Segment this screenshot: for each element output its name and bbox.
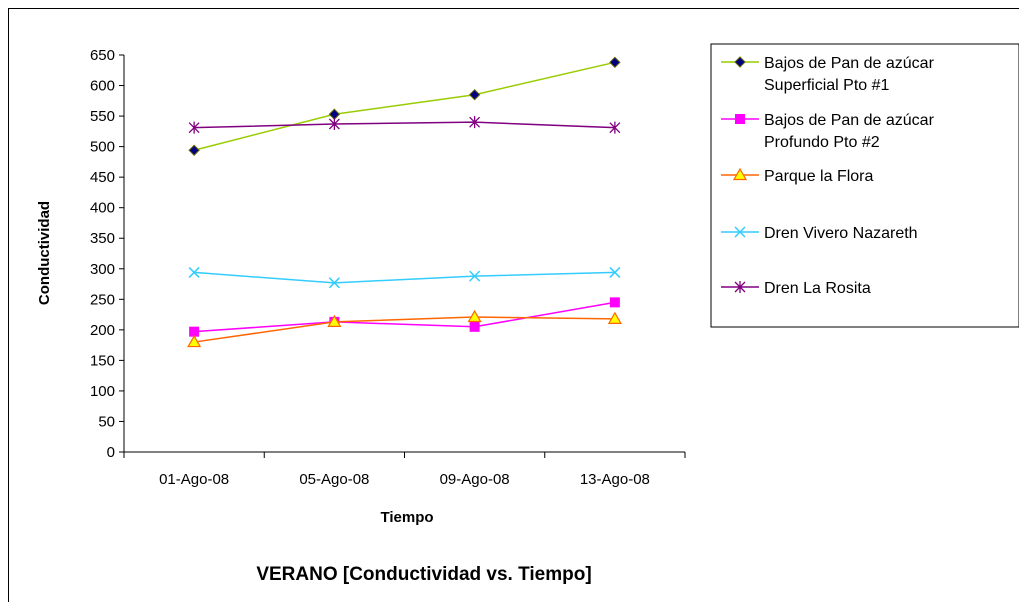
legend-label: Dren Vivero Nazareth [764,225,918,242]
legend-entry: Parque la Flora [721,167,873,185]
data-point [328,118,340,131]
data-point [189,326,200,337]
data-point [469,270,481,282]
data-point [469,321,480,332]
data-point [187,334,202,348]
series-4 [188,266,621,289]
series-line [194,121,615,129]
y-tick-label: 400 [90,200,115,217]
series-line [194,271,615,284]
legend-marker [735,114,745,124]
data-point [188,121,200,134]
y-tick-label: 100 [90,383,115,400]
x-tick-label: 09-Ago-08 [440,471,510,488]
y-tick-label: 150 [90,352,115,369]
data-point [609,121,621,134]
legend-entry: Dren La Rosita [721,280,871,297]
legend-label: Superficial Pto #1 [764,77,890,94]
legend-label: Bajos de Pan de azúcar [764,55,935,72]
legend-entry: Dren Vivero Nazareth [721,225,918,242]
series-line [193,61,616,152]
legend-label: Bajos de Pan de azúcar [764,112,935,129]
plot-area [123,55,685,453]
chart-title: VERANO [Conductividad vs. Tiempo] [256,564,591,585]
legend-label: Dren La Rosita [764,280,871,297]
x-tick-label: 05-Ago-08 [299,471,369,488]
data-point [609,266,621,278]
y-tick-label: 0 [107,444,115,461]
series-2 [189,297,620,337]
y-axis-ticks: 0 50 100 150 200 250 300 350 400 450 500 550 600 650 [90,47,124,461]
y-tick-label: 200 [90,322,115,339]
series-5 [188,116,621,134]
data-point [328,277,340,289]
legend: Bajos de Pan de azúcar Superficial Pto #1… [710,43,1019,328]
legend-marker [732,167,748,181]
legend-marker [734,226,746,238]
y-tick-label: 300 [90,261,115,278]
legend-entry: Bajos de Pan de azúcar Superficial Pto #1 [721,55,935,94]
x-axis-title: Tiempo [380,509,433,526]
legend-box [710,43,1019,328]
data-point [467,309,482,323]
data-point [327,314,342,328]
y-tick-label: 650 [90,47,115,64]
series-lines [187,56,622,348]
legend-marker [734,281,746,293]
legend-marker [734,56,746,68]
legend-label: Profundo Pto #2 [764,134,880,151]
y-tick-label: 600 [90,78,115,95]
legend-entry: Bajos de Pan de azúcar Profundo Pto #2 [721,112,935,151]
series-1 [188,56,621,156]
y-tick-label: 50 [98,413,115,430]
series-line [194,316,615,343]
x-axis-ticks: 01-Ago-08 05-Ago-08 09-Ago-08 13-Ago-08 [123,452,686,488]
x-tick-label: 13-Ago-08 [580,471,650,488]
series-line [194,301,616,333]
data-point [188,266,200,278]
chart-frame [8,8,1019,602]
data-point [468,88,481,101]
series-3 [187,309,622,348]
y-axis-title: Conductividad [36,201,53,305]
y-tick-label: 350 [90,230,115,247]
data-point [609,56,621,69]
data-point [328,108,341,120]
y-tick-label: 550 [90,108,115,125]
data-point [469,116,481,129]
y-tick-label: 500 [90,139,115,156]
data-point [607,311,622,324]
data-point [609,297,620,308]
y-tick-label: 450 [90,169,115,186]
legend-label: Parque la Flora [764,168,873,185]
x-tick-label: 01-Ago-08 [159,471,229,488]
data-point [188,144,200,156]
y-tick-label: 250 [90,291,115,308]
